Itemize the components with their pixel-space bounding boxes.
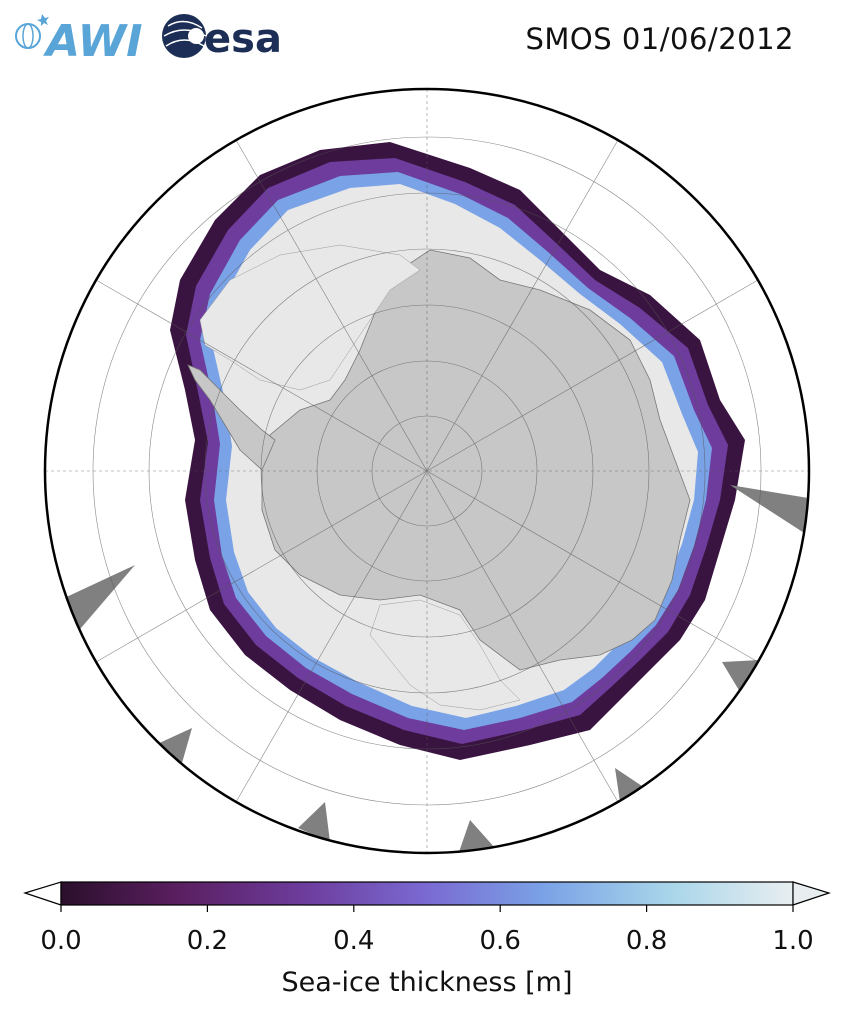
colorbar-label: Sea-ice thickness [m] bbox=[281, 967, 572, 998]
map-boundary bbox=[43, 87, 811, 855]
globe-icon bbox=[15, 23, 41, 49]
esa-logo: esa bbox=[162, 14, 282, 62]
colorbar-gradient bbox=[60, 881, 794, 906]
no-data-wedge-2 bbox=[60, 565, 135, 635]
awi-logo-text: AWI bbox=[43, 16, 143, 66]
graticule bbox=[45, 89, 809, 853]
ross-ice-shelf bbox=[369, 599, 521, 711]
logos: AWI esa bbox=[15, 14, 282, 66]
colorbar-tick-label: 0.6 bbox=[480, 926, 521, 956]
esa-logo-text: esa bbox=[204, 16, 282, 62]
colorbar-tick-label: 0.2 bbox=[187, 926, 228, 956]
map-title: SMOS 01/06/2012 bbox=[525, 22, 794, 56]
colorbar-tick-label: 0.8 bbox=[626, 926, 667, 956]
esa-globe-icon bbox=[162, 14, 206, 58]
colorbar-extend-low bbox=[23, 881, 62, 906]
no-data-wedge-4 bbox=[298, 802, 330, 842]
no-data-wedge-5 bbox=[458, 820, 495, 853]
colorbar: 0.0 0.2 0.4 0.6 0.8 1.0 Sea-ice thickness [m] bbox=[23, 881, 831, 998]
colorbar-ticks: 0.0 0.2 0.4 0.6 0.8 1.0 bbox=[40, 905, 814, 956]
no-data-wedge-7 bbox=[722, 660, 760, 692]
no-data-wedge-6 bbox=[615, 768, 645, 802]
star-icon bbox=[37, 14, 49, 26]
colorbar-tick-label: 0.4 bbox=[333, 926, 374, 956]
colorbar-extend-high bbox=[792, 881, 831, 906]
no-data-wedge-3 bbox=[155, 728, 192, 770]
colorbar-tick-label: 0.0 bbox=[40, 926, 81, 956]
antarctica-land bbox=[261, 249, 691, 671]
no-data-wedge-1 bbox=[730, 485, 809, 540]
colorbar-tick-label: 1.0 bbox=[772, 926, 813, 956]
weddell-ice-shelf bbox=[199, 244, 421, 391]
polar-map bbox=[43, 87, 811, 855]
awi-logo: AWI bbox=[15, 14, 143, 66]
antarctic-peninsula bbox=[187, 364, 276, 471]
